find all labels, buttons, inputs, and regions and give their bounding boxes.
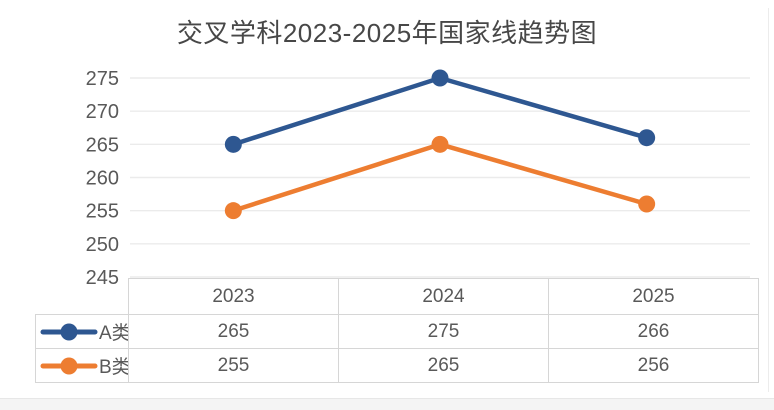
line-chart: 245 250 255 260 265 270 275 (86, 68, 750, 289)
cell-a-2024: 275 (338, 314, 549, 349)
chart-frame-edge (768, 8, 769, 392)
table-row-series-a: A类 265 275 266 (35, 314, 759, 349)
data-point (224, 135, 242, 153)
page-bottom-strip (0, 398, 774, 410)
chart-title: 交叉学科2023-2025年国家线趋势图 (176, 18, 598, 48)
y-axis-label: 275 (86, 68, 119, 90)
data-point (638, 129, 656, 147)
y-axis-label: 260 (86, 168, 119, 190)
table-row-series-b: B类 255 265 256 (35, 348, 759, 383)
cell-b-2025: 256 (548, 348, 759, 383)
col-header-2024: 2024 (338, 278, 549, 315)
series-b-legend-icon (40, 357, 98, 374)
cell-b-2024: 265 (338, 348, 549, 383)
legend-key-series-a: A类 (37, 318, 129, 345)
y-axis-label: 265 (86, 134, 119, 156)
cell-b-2023: 255 (128, 348, 339, 383)
y-axis-label: 250 (86, 234, 119, 256)
cell-a-2023: 265 (128, 314, 339, 349)
data-point (224, 202, 242, 220)
data-table: 2023 2024 2025 A类 265 275 266 (35, 278, 759, 383)
y-axis-label: 245 (86, 267, 119, 289)
y-axis-label: 270 (86, 101, 119, 123)
legend-cell-series-a: A类 (35, 314, 129, 349)
table-header-row: 2023 2024 2025 (36, 278, 759, 315)
legend-cell-series-b: B类 (35, 348, 129, 383)
series-b-label: B类 (99, 357, 129, 378)
legend-header-spacer (36, 279, 129, 315)
series-a-label: A类 (99, 323, 129, 344)
data-point (431, 69, 449, 87)
y-axis-label: 255 (86, 201, 119, 223)
data-point (431, 135, 449, 153)
data-point (638, 195, 656, 213)
series-a-legend-icon (40, 323, 98, 340)
col-header-2023: 2023 (128, 278, 339, 315)
cell-a-2025: 266 (548, 314, 759, 349)
legend-key-series-b: B类 (37, 352, 129, 379)
col-header-2025: 2025 (548, 278, 759, 315)
